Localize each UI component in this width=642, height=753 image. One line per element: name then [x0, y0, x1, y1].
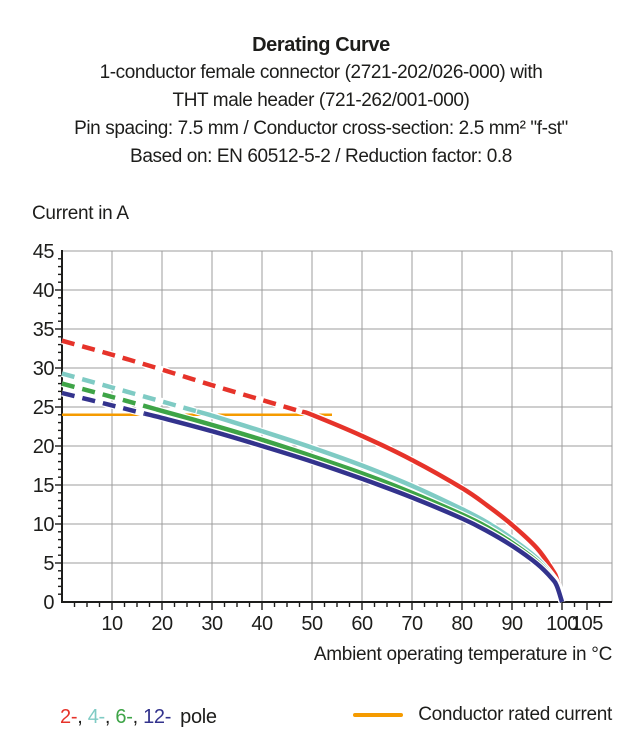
pole-legend-suffix: pole: [180, 706, 217, 728]
x-axis-title: Ambient operating temperature in °C: [313, 644, 612, 665]
pole-legend-separator: ,: [104, 706, 116, 728]
chart-title: Derating Curve: [252, 34, 390, 56]
pole-legend: 2-, 4-, 6-, 12- pole: [60, 706, 217, 729]
svg-text:30: 30: [201, 613, 223, 635]
svg-text:20: 20: [151, 613, 173, 635]
axis-ticks: [55, 258, 601, 610]
svg-text:40: 40: [251, 613, 273, 635]
chart-subtitle-2: THT male header (721-262/001-000): [172, 90, 470, 111]
svg-text:90: 90: [501, 613, 523, 635]
pole-legend-separator: ,: [132, 706, 144, 728]
rated-current-swatch: [353, 713, 404, 717]
pole-legend-item: 6-: [115, 706, 133, 728]
svg-text:100: 100: [546, 613, 578, 635]
pole-legend-item: 12-: [143, 706, 172, 728]
chart-subtitle-3: Pin spacing: 7.5 mm / Conductor cross-se…: [74, 118, 568, 139]
pole-legend-item: 2-: [60, 706, 78, 728]
svg-text:40: 40: [33, 280, 55, 302]
svg-text:0: 0: [43, 592, 54, 614]
svg-text:45: 45: [33, 241, 55, 263]
svg-text:10: 10: [101, 613, 123, 635]
chart-subtitle-4: Based on: EN 60512-5-2 / Reduction facto…: [130, 146, 512, 167]
legend-row: 2-, 4-, 6-, 12- pole Conductor rated curr…: [0, 704, 612, 732]
y-axis-title: Current in A: [32, 203, 129, 224]
y-tick-labels: 0 5 10 15 20 25 30 35 40 45: [33, 241, 55, 614]
rated-current-legend: Conductor rated current: [353, 704, 612, 726]
axes: [61, 250, 612, 603]
svg-text:70: 70: [401, 613, 423, 635]
svg-text:60: 60: [351, 613, 373, 635]
svg-text:20: 20: [33, 436, 55, 458]
curve-12-pole: [61, 389, 566, 604]
rated-current-label: Conductor rated current: [418, 704, 612, 725]
chart-header: Derating Curve 1-conductor female connec…: [0, 31, 642, 171]
svg-text:10: 10: [33, 514, 55, 536]
svg-text:105: 105: [571, 613, 603, 635]
pole-legend-separator: ,: [77, 706, 88, 728]
svg-text:15: 15: [33, 475, 55, 497]
svg-text:50: 50: [301, 613, 323, 635]
chart-subtitle-1: 1-conductor female connector (2721-202/0…: [99, 62, 543, 83]
pole-legend-item: 4-: [87, 706, 105, 728]
derating-chart: 0 5 10 15 20 25 30 35 40 45 10 20 30 40 50 60 70 80 90 1001…: [33, 241, 613, 635]
svg-text:5: 5: [43, 553, 54, 575]
curve-2-pole: [61, 337, 566, 603]
svg-text:25: 25: [33, 397, 55, 419]
svg-text:30: 30: [33, 358, 55, 380]
svg-text:80: 80: [451, 613, 473, 635]
svg-text:35: 35: [33, 319, 55, 341]
